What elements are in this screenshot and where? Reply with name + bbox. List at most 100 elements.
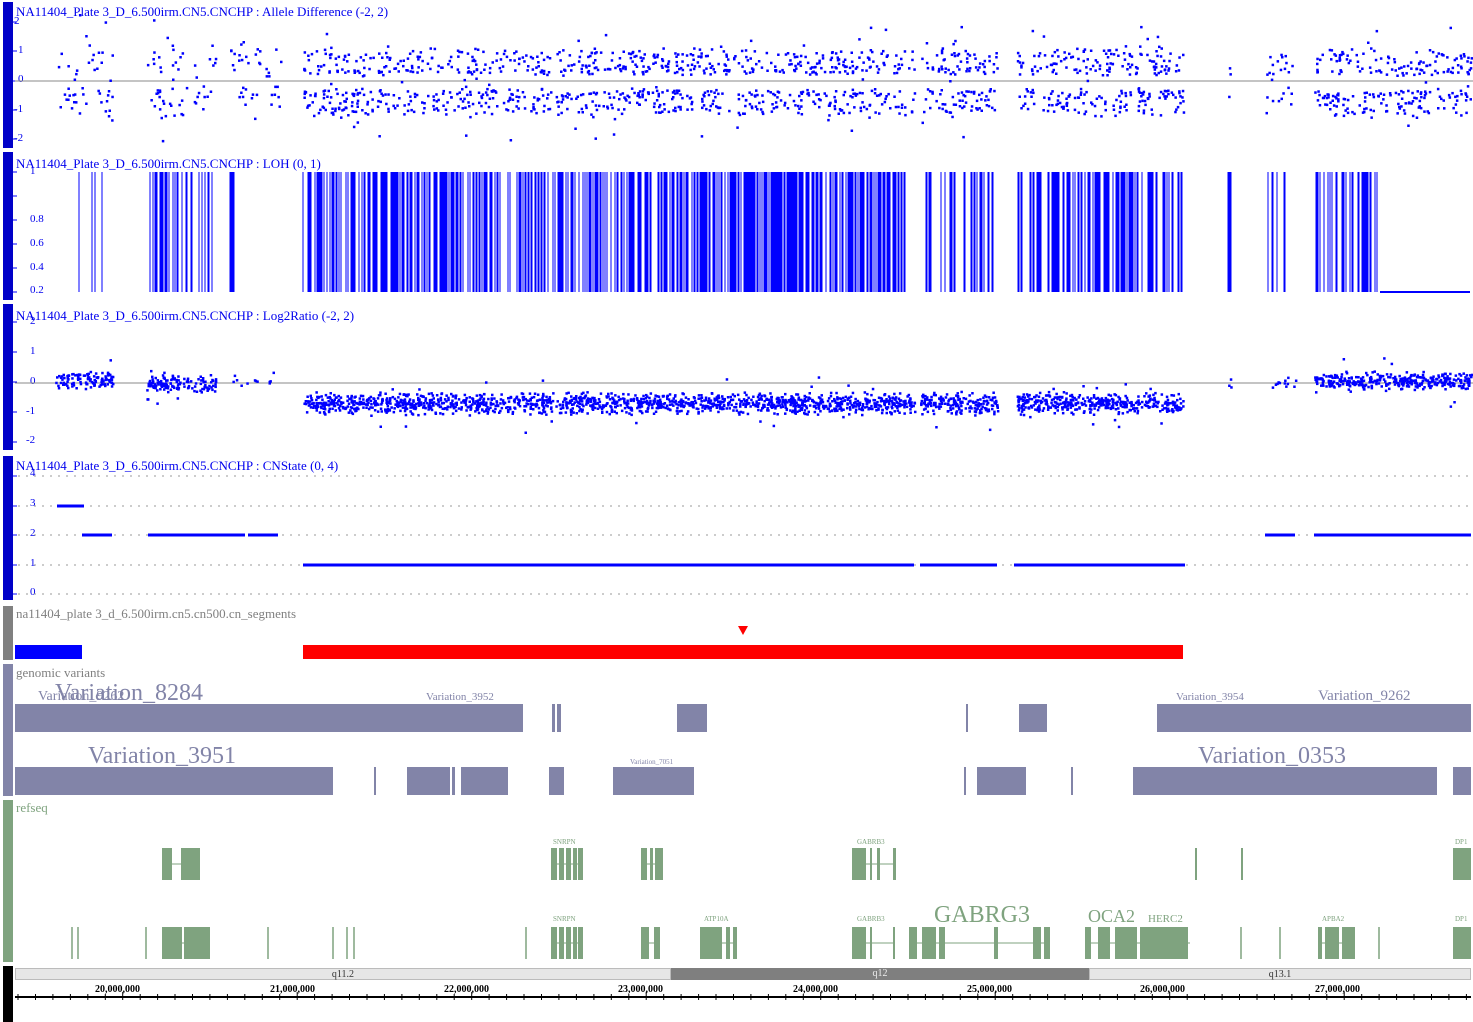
data-point	[335, 401, 338, 405]
data-point	[332, 113, 335, 116]
data-point	[450, 96, 453, 99]
data-point	[1108, 399, 1111, 402]
data-point	[579, 93, 583, 97]
data-point	[1039, 399, 1043, 403]
data-point	[652, 54, 655, 58]
data-point	[829, 71, 832, 74]
data-point	[1449, 26, 1452, 30]
data-point	[1154, 400, 1158, 404]
track-handle[interactable]	[3, 152, 13, 300]
data-point	[169, 382, 172, 385]
data-point	[1174, 110, 1177, 114]
data-point	[678, 410, 681, 413]
data-point	[338, 404, 342, 408]
data-point	[1411, 91, 1414, 95]
data-point	[1082, 385, 1085, 388]
data-point	[831, 66, 834, 69]
track-handle[interactable]	[3, 2, 13, 148]
data-point	[692, 67, 696, 71]
data-point	[174, 61, 178, 64]
track-handle[interactable]	[3, 304, 13, 450]
data-point	[923, 402, 927, 406]
data-point	[681, 400, 685, 404]
data-point	[675, 60, 678, 64]
data-point	[1435, 383, 1439, 387]
log2ratio-track[interactable]: NA11404_Plate 3_D_6.500irm.CN5.CNCHP : L…	[0, 304, 1473, 454]
data-point	[306, 395, 309, 398]
data-point	[850, 129, 854, 132]
data-point	[699, 397, 702, 400]
data-point	[1316, 62, 1319, 66]
data-point	[1149, 398, 1152, 402]
data-point	[1136, 67, 1139, 70]
data-point	[493, 397, 496, 400]
data-point	[1049, 406, 1053, 409]
data-point	[848, 413, 851, 416]
data-point	[1370, 47, 1373, 50]
data-point	[1139, 45, 1142, 48]
data-point	[445, 400, 448, 403]
track-title: NA11404_Plate 3_D_6.500irm.CN5.CNCHP : L…	[16, 308, 355, 323]
data-point	[624, 97, 627, 101]
loh-track[interactable]: NA11404_Plate 3_D_6.500irm.CN5.CNCHP : L…	[0, 152, 1473, 302]
data-point	[517, 403, 520, 406]
data-point	[1402, 109, 1406, 112]
data-point	[834, 52, 838, 55]
data-point	[942, 399, 945, 402]
data-point	[469, 115, 472, 119]
data-point	[1041, 397, 1045, 400]
data-point	[1055, 72, 1058, 75]
data-point	[1038, 52, 1042, 55]
data-point	[244, 88, 248, 91]
data-point	[646, 410, 649, 413]
data-point	[973, 53, 976, 56]
data-point	[758, 397, 762, 401]
data-point	[697, 394, 701, 397]
data-point	[648, 396, 651, 400]
data-point	[570, 395, 573, 398]
data-point	[986, 410, 989, 413]
allele-difference-track[interactable]: NA11404_Plate 3_D_6.500irm.CN5.CNCHP : A…	[0, 0, 1473, 150]
data-point	[524, 405, 528, 408]
data-point	[1422, 387, 1425, 391]
data-point	[387, 110, 390, 113]
data-point	[308, 400, 312, 403]
data-point	[661, 395, 665, 398]
data-point	[542, 392, 545, 396]
data-point	[555, 405, 558, 408]
data-point	[943, 58, 946, 61]
data-point	[657, 406, 660, 409]
data-point	[938, 402, 941, 406]
data-point	[971, 392, 974, 395]
data-point	[1128, 52, 1131, 56]
data-point	[798, 409, 801, 412]
data-point	[306, 106, 309, 109]
data-point	[542, 58, 546, 62]
data-point	[636, 401, 640, 404]
data-point	[710, 402, 713, 405]
data-point	[832, 70, 835, 74]
data-point	[308, 104, 311, 107]
data-point	[355, 59, 358, 63]
data-point	[718, 106, 722, 109]
data-point	[1114, 408, 1118, 411]
data-point	[489, 406, 492, 409]
data-point	[499, 409, 502, 413]
data-point	[650, 403, 654, 406]
data-point	[1016, 405, 1020, 408]
data-point	[700, 400, 703, 403]
data-point	[1091, 401, 1094, 404]
data-point	[768, 403, 771, 406]
data-point	[166, 36, 169, 40]
data-point	[401, 401, 404, 405]
data-point	[369, 406, 372, 409]
data-point	[974, 57, 977, 60]
data-point	[435, 394, 439, 397]
data-point	[1018, 95, 1021, 98]
data-point	[581, 403, 584, 406]
data-point	[532, 106, 535, 109]
data-point	[835, 405, 838, 408]
data-point	[352, 125, 356, 129]
data-point	[955, 404, 958, 408]
data-point	[1316, 70, 1319, 74]
